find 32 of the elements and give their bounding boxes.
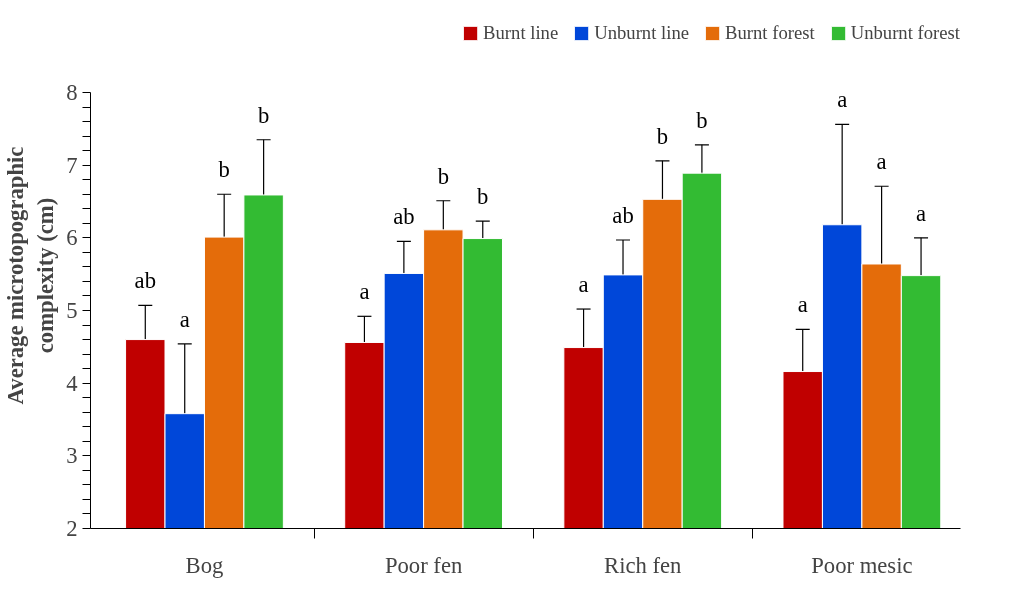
- y-tick-label: 5: [66, 298, 78, 323]
- x-tick-label: Poor mesic: [811, 552, 913, 578]
- legend-label: Unburnt line: [594, 22, 690, 44]
- annotation: a: [359, 279, 370, 305]
- annotation: b: [477, 184, 489, 210]
- annotation: ab: [393, 204, 415, 230]
- annotation: a: [179, 306, 190, 332]
- y-tick-label: 7: [66, 152, 78, 178]
- x-tick-label: Bog: [185, 552, 224, 578]
- annotation: a: [578, 272, 589, 298]
- legend-label: Burnt forest: [725, 22, 815, 44]
- annotation: b: [218, 157, 230, 183]
- annotation: a: [797, 292, 808, 318]
- annotation: ab: [134, 268, 156, 294]
- annotation: b: [656, 123, 669, 149]
- legend-label: Burnt line: [483, 22, 559, 44]
- y-tick-label: 4: [66, 370, 78, 396]
- annotation: ab: [612, 203, 634, 229]
- y-tick-label: 8: [66, 80, 78, 105]
- y-tick-label: 2: [66, 516, 78, 541]
- x-tick-label: Poor fen: [384, 552, 463, 578]
- annotation: b: [437, 163, 449, 189]
- annotation: b: [257, 102, 270, 128]
- annotation: a: [876, 149, 887, 175]
- annotation: a: [916, 200, 927, 226]
- y-tick-label: 3: [66, 443, 78, 469]
- y-tick-label: 6: [66, 225, 78, 251]
- annotation: a: [837, 87, 848, 113]
- x-tick-label: Rich fen: [604, 552, 682, 578]
- legend-label: Unburnt forest: [850, 22, 960, 44]
- y-axis-title: Average microtopographic complexity (cm): [3, 146, 59, 405]
- annotation: b: [696, 107, 708, 133]
